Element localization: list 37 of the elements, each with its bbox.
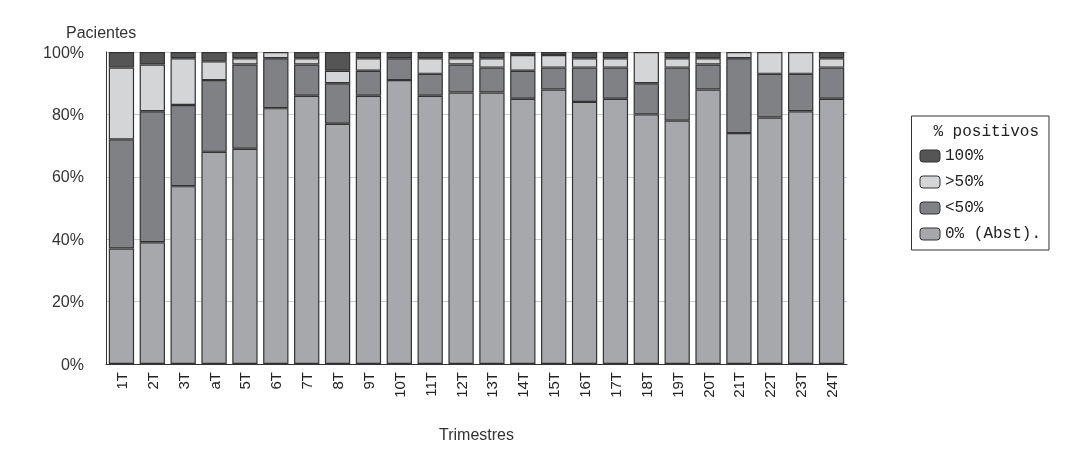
y-tick-label: 80% [51,105,84,123]
legend-title: % positivos [933,123,1040,141]
x-tick-label: 10T [390,372,408,398]
x-tick-label: 7T [298,372,316,390]
x-tick-label: 5T [236,372,254,390]
x-tick-label: 15T [545,372,563,398]
x-tick-label: 16T [576,372,594,398]
x-tick-label: 6T [267,372,285,390]
x-tick-label: aT [205,372,223,390]
y-tick-label: 40% [51,230,84,248]
x-tick-label: 21T [730,372,748,398]
y-tick-label: 60% [51,168,84,186]
x-tick-label: 8T [329,372,347,390]
x-tick-label: 3T [174,372,192,390]
x-tick-label: 12T [452,372,470,398]
x-tick-label: 23T [792,372,810,398]
x-axis-title: Trimestres [439,425,514,443]
x-tick-label: 20T [699,372,717,398]
legend-label: >50% [944,173,984,191]
x-tick-label: 18T [637,372,655,398]
legend-label: 0% (Abst). [944,225,1041,243]
x-tick-label: 9T [359,372,377,390]
x-tick-label: 14T [514,372,532,398]
y-tick-label: 0% [60,355,84,373]
y-axis-title: Pacientes [66,23,137,41]
legend-label: <50% [944,199,984,217]
y-tick-label: 100% [43,43,84,61]
x-tick-label: 1T [112,372,130,390]
x-tick-label: 11T [421,372,439,397]
x-tick-label: 17T [606,372,624,398]
legend-label: 100% [944,147,984,165]
x-tick-label: 22T [761,372,779,398]
x-tick-label: 2T [143,372,161,390]
x-tick-label: 19T [668,372,686,398]
y-tick-label: 20% [51,293,84,311]
x-tick-label: 24T [823,372,841,398]
x-tick-label: 13T [483,372,501,398]
